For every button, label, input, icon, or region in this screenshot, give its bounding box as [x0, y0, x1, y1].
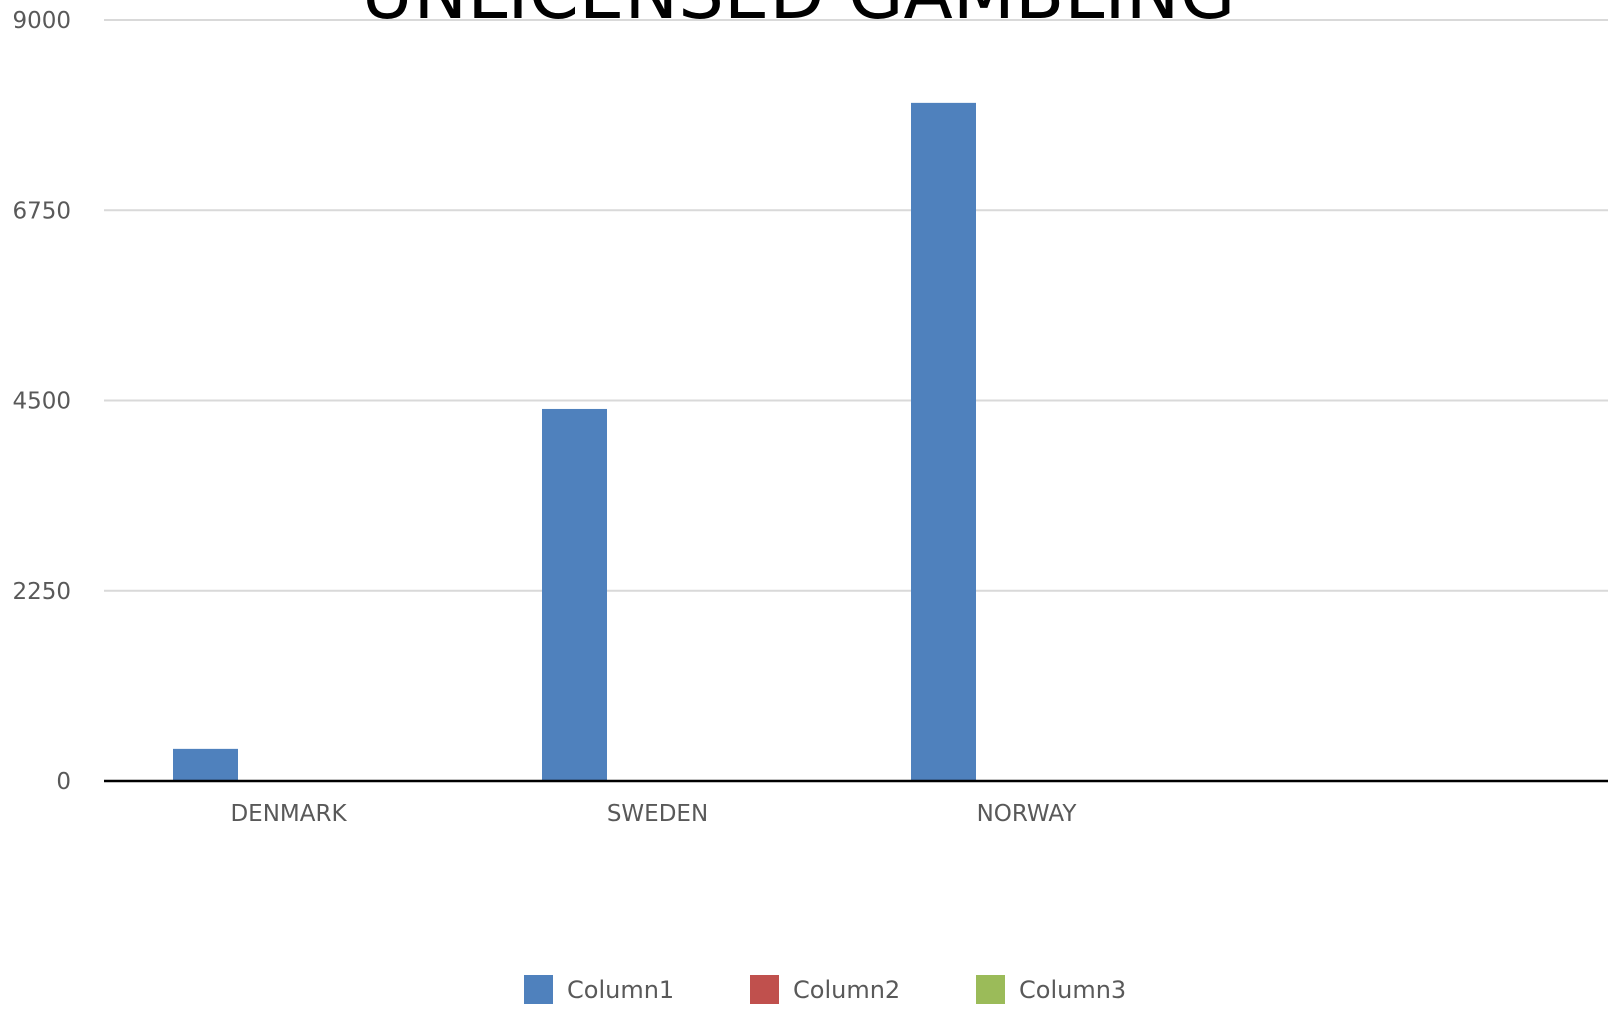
gridlines [104, 19, 1608, 592]
legend-label: Column3 [1019, 976, 1126, 1004]
legend-swatch [976, 975, 1005, 1004]
y-tick-label: 0 [56, 769, 71, 795]
legend-swatch [750, 975, 779, 1004]
x-tick-label: DENMARK [230, 801, 347, 827]
legend-label: Column2 [793, 976, 900, 1004]
bar [542, 408, 607, 781]
legend-swatch [524, 975, 553, 1004]
y-tick-label: 4500 [12, 389, 71, 415]
y-tick-label: 6750 [12, 198, 71, 224]
legend: Column1 Column2 Column3 [524, 975, 1126, 1004]
bars [173, 102, 976, 781]
bar [173, 748, 238, 781]
y-tick-label: 2250 [12, 579, 71, 605]
y-tick-label: 9000 [12, 8, 71, 34]
chart-title: UNLICENSED GAMBLING [361, 0, 1236, 35]
x-tick-label: SWEDEN [607, 801, 708, 827]
legend-label: Column1 [567, 976, 674, 1004]
bar [911, 102, 976, 781]
axes: 0 2250 4500 6750 9000 DENMARK SWEDEN NORWAY [12, 8, 1608, 827]
x-tick-label: NORWAY [977, 801, 1078, 827]
